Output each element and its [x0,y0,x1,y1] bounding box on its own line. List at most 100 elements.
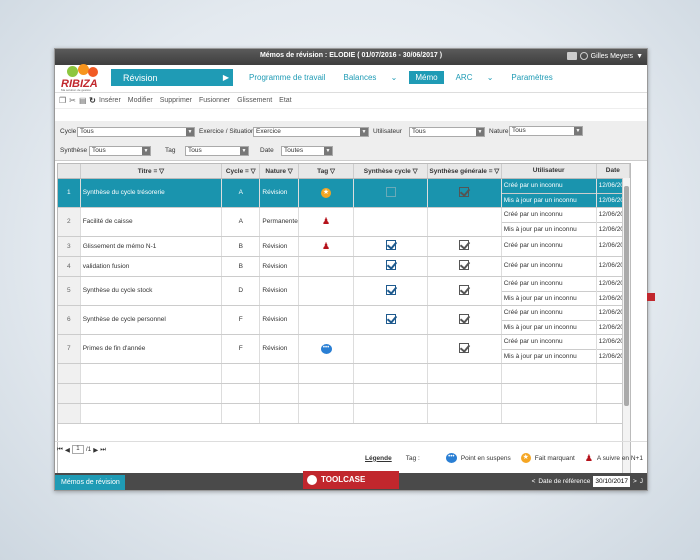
cell-titre[interactable]: Synthèse de cycle personnel [80,305,223,335]
cell-titre[interactable]: Synthèse du cycle stock [80,276,223,306]
table-row[interactable]: 2 Facilité de caisse A Permanente ♟ Créé par … [58,207,630,237]
table-row[interactable]: 1 Synthèse du cycle trésorerie A Révision ★ C… [58,178,630,208]
cell-nature: Révision [259,178,299,208]
empty-row [58,403,630,424]
header-cycle[interactable]: Cycle = ▽ [221,164,261,179]
chat-icon[interactable] [566,52,577,60]
nav-parametres[interactable]: Paramètres [511,73,553,82]
prev-date-icon[interactable]: < [531,478,536,485]
cut-icon[interactable]: ✂ [69,95,76,105]
cell-cycle: A [221,207,261,237]
cycle-select[interactable]: Tous ▼ [77,127,195,137]
header-titre[interactable]: Titre = ▽ [80,164,223,179]
nav-memo[interactable]: Mémo [409,71,444,84]
delete-button[interactable]: Supprimer [159,97,192,104]
next-date-icon[interactable]: > [632,478,637,485]
nav-revision[interactable]: Révision ▶ [111,69,233,86]
pager: ⏮ ◀ 1 /1 ▶ ⏭ [57,445,106,454]
checkbox-checked[interactable] [459,313,470,324]
nav-arc[interactable]: ARC ⌄ [444,73,506,82]
toolcase-button[interactable]: TOOLCASE [303,471,399,489]
cell-synthese-cycle [353,305,429,335]
page-input[interactable]: 1 [71,445,84,454]
cell-nature: Révision [259,256,299,277]
cell-titre[interactable]: Facilité de caisse [80,207,223,237]
row-number: 4 [58,256,81,277]
tag-select[interactable]: Tous ▼ [185,146,249,156]
calendar-icon[interactable]: J [639,478,643,485]
checkbox-checked[interactable] [459,284,470,295]
slide-button[interactable]: Glissement [237,97,273,104]
next-page-icon[interactable]: ▶ [93,446,99,454]
ref-date-input[interactable]: 30/10/2017 [593,476,630,487]
cell-tag [298,256,355,277]
header-num [58,164,81,179]
tab-memos-revision[interactable]: Mémos de révision ✕ [55,475,125,490]
checkbox-checked[interactable] [459,240,470,250]
user-name[interactable]: Gilles Meyers [590,52,634,60]
table-row[interactable]: 4 validation fusion B Révision Créé par un i… [58,256,630,277]
header-synthese-cycle[interactable]: Synthèse cycle ▽ [353,164,429,179]
table-row[interactable]: 7 Primes de fin d'année F Révision ••• Créé p… [58,334,630,364]
cell-synthese-generale [427,178,502,208]
filter-panel: Cycle Tous ▼ Exercice / Situation Exercic… [55,121,647,161]
checkbox-checked[interactable] [385,260,396,270]
table-row[interactable]: 3 Glissement de mémo N-1 B Révision ♟ Créé pa… [58,236,630,257]
cell-titre[interactable]: validation fusion [80,256,223,277]
cell-titre[interactable]: Glissement de mémo N-1 [80,236,223,257]
header-date[interactable]: Date [596,164,630,179]
chevron-down-icon: ▼ [240,147,248,155]
nature-select[interactable]: Tous ▼ [509,126,583,136]
nav-programme[interactable]: Programme de travail [249,73,326,82]
prev-page-icon[interactable]: ◀ [64,446,70,454]
insert-button[interactable]: Insérer [99,97,121,104]
paste-icon[interactable]: ▤ [79,95,87,105]
checkbox-checked[interactable] [385,240,396,250]
cell-synthese-cycle [353,334,429,364]
cell-titre[interactable]: Primes de fin d'année [80,334,223,364]
modify-button[interactable]: Modifier [127,97,153,104]
chevron-down-icon: ▼ [324,147,332,155]
refresh-icon[interactable]: ↻ [89,95,96,105]
chevron-down-icon: ▼ [360,128,368,136]
row-number: 1 [58,178,81,208]
nav-balances[interactable]: Balances ⌄ [331,73,409,82]
cell-synthese-generale [427,256,502,277]
scroll-thumb[interactable] [624,186,629,406]
header-utilisateur[interactable]: Utilisateur [501,164,597,179]
nav-links: Programme de travail Balances ⌄ Mémo ARC… [243,69,559,86]
checkbox-empty[interactable] [385,186,396,197]
star-icon: ★ [321,187,332,198]
synthese-select[interactable]: Tous ▼ [89,146,151,156]
header-tag[interactable]: Tag ▽ [298,164,355,179]
cell-titre[interactable]: Synthèse du cycle trésorerie [80,178,223,208]
last-page-icon[interactable]: ⏭ [100,445,107,453]
chevron-down-icon[interactable]: ▼ [636,52,643,60]
cell-nature: Révision [259,276,299,306]
checkbox-checked[interactable] [459,186,470,197]
cell-synthese-generale [427,305,502,335]
vertical-scrollbar[interactable] [622,178,630,480]
first-page-icon[interactable]: ⏮ [57,445,63,453]
checkbox-checked[interactable] [385,313,396,324]
header-nature[interactable]: Nature ▽ [259,164,299,179]
date-select[interactable]: Toutes ▼ [281,146,333,156]
checkbox-checked[interactable] [385,284,396,295]
checkbox-checked[interactable] [459,260,470,270]
cell-tag: ★ [298,178,355,208]
checkbox-checked[interactable] [459,342,470,353]
cell-tag: ••• [298,334,355,364]
merge-button[interactable]: Fusionner [199,97,231,104]
header-synthese-generale[interactable]: Synthèse générale = ▽ [427,164,502,179]
cell-cycle: A [221,178,261,208]
cell-nature: Révision [259,305,299,335]
table-row[interactable]: 6 Synthèse de cycle personnel F Révision Cré… [58,305,630,335]
utilisateur-select[interactable]: Tous ▼ [409,127,485,137]
cell-utilisateur: Créé par un inconnu Mis à jour par un inc… [501,276,597,306]
table-row[interactable]: 5 Synthèse du cycle stock D Révision Créé pa… [58,276,630,306]
state-button[interactable]: Etat [279,97,292,104]
copy-icon[interactable]: ❐ [59,95,67,105]
power-icon[interactable] [579,52,588,60]
exercice-select[interactable]: Exercice ▼ [253,127,369,137]
cell-utilisateur: Créé par un inconnu [501,236,597,257]
